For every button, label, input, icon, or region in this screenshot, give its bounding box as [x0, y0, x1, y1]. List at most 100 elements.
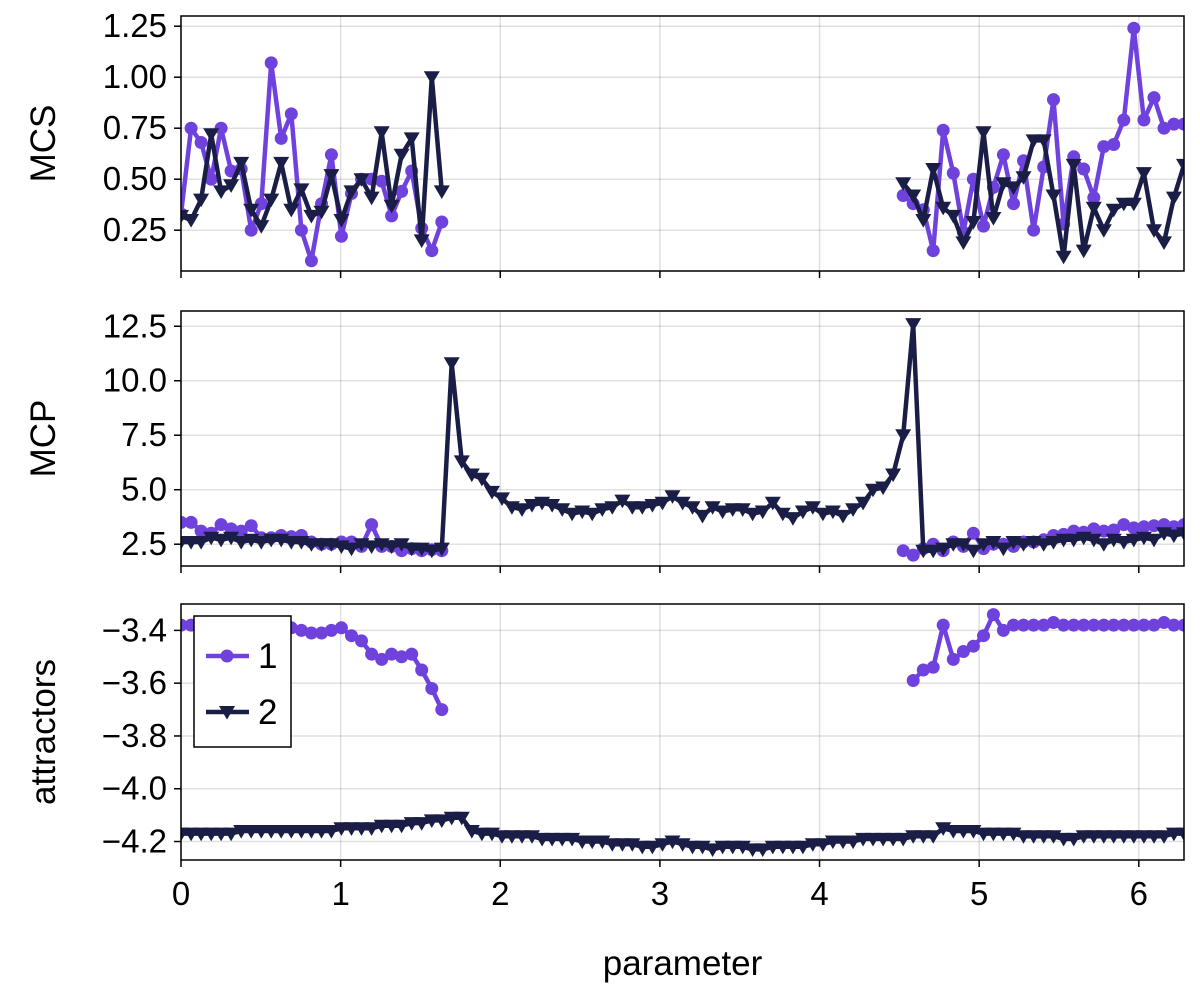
- series-2-point: [473, 827, 490, 842]
- series-2-point: [975, 538, 992, 552]
- series-2-point: [895, 429, 912, 443]
- series-2-point: [774, 840, 791, 855]
- y-axis-label: attractors: [24, 659, 63, 805]
- series-1-point: [315, 626, 328, 640]
- x-tick-label: 0: [172, 875, 190, 912]
- series-1-point: [355, 634, 368, 648]
- y-tick-label: 2.5: [121, 525, 167, 562]
- series-2-point: [1095, 224, 1112, 238]
- series-2-point: [213, 533, 230, 548]
- series-1-point: [896, 544, 910, 558]
- series-2-point: [484, 485, 500, 500]
- series-2-point: [654, 838, 671, 852]
- series-1-point: [375, 652, 389, 666]
- series-2-point: [814, 507, 831, 522]
- series-1-point: [304, 254, 318, 268]
- series-2-point: [744, 843, 761, 857]
- series-2-point: [183, 536, 200, 550]
- series-2-point: [363, 540, 380, 554]
- series-2-point: [714, 840, 731, 855]
- x-axis-label: parameter: [603, 944, 763, 983]
- series-1-point: [334, 229, 348, 243]
- series-1-point: [906, 548, 920, 562]
- series-1-point: [1177, 117, 1184, 131]
- series-2-point: [804, 838, 821, 852]
- series-1-point: [1007, 618, 1020, 632]
- y-tick-label: −3.6: [102, 664, 167, 701]
- series-1-point: [395, 650, 409, 664]
- series-2-point: [303, 538, 320, 552]
- series-2-point: [293, 825, 310, 839]
- y-axis-label: MCS: [24, 105, 63, 183]
- series-2-point: [303, 825, 320, 839]
- series-1-point: [1117, 113, 1131, 127]
- series-2-point: [1146, 224, 1162, 238]
- series-1-point: [977, 219, 990, 233]
- series-2-point: [614, 494, 631, 509]
- series-2-point: [975, 126, 992, 140]
- series-1-point: [264, 56, 278, 70]
- series-2-point: [403, 817, 420, 831]
- series-2-point: [1015, 171, 1032, 185]
- series-1-point: [194, 524, 208, 538]
- series-2-point: [1115, 536, 1132, 550]
- series-1-point: [1087, 191, 1101, 205]
- series-2-point: [774, 507, 791, 522]
- series-2-point: [764, 840, 781, 855]
- series-1-point: [395, 184, 409, 198]
- series-2-point: [654, 496, 671, 511]
- series-2-point: [1115, 197, 1132, 212]
- series-1-point: [1127, 521, 1141, 535]
- series-2-point: [433, 814, 450, 828]
- series-1-point: [184, 121, 198, 135]
- series-2-point: [684, 840, 701, 855]
- series-2-point: [744, 507, 761, 522]
- series-1-point: [996, 623, 1010, 637]
- series-1-point: [1097, 140, 1111, 154]
- series-2-point: [233, 536, 250, 550]
- series-1-point: [304, 626, 318, 640]
- series-1-point: [916, 663, 930, 677]
- series-2-point: [503, 830, 520, 844]
- series-2-point: [473, 472, 490, 487]
- series-1-point: [966, 639, 980, 653]
- series-2-point: [1025, 830, 1042, 844]
- panel-frame: [180, 310, 1185, 567]
- series-2-point: [855, 496, 872, 511]
- series-2-point: [1065, 533, 1082, 548]
- series-2-point: [584, 835, 601, 850]
- series-2-point: [1015, 830, 1032, 844]
- series-2-point: [1146, 533, 1162, 548]
- legend: 12: [193, 615, 292, 748]
- series-2-point: [494, 492, 510, 506]
- series-1-point: [1077, 618, 1091, 632]
- legend-frame: [193, 615, 292, 748]
- y-tick-label: 1.25: [103, 7, 167, 44]
- y-tick-label: 7.5: [121, 416, 167, 453]
- y-tick-label: 5.0: [121, 471, 167, 508]
- series-2-point: [1095, 538, 1112, 552]
- series-2-point: [754, 505, 771, 520]
- y-tick-label: 12.5: [103, 307, 167, 344]
- series-2-point: [413, 234, 430, 248]
- series-1-point: [435, 215, 449, 229]
- panel-2: 2.5 5.0 7.5 10.0 12.5 MCP: [24, 307, 1185, 573]
- series-2-point: [915, 214, 932, 228]
- y-tick-label: −4.2: [102, 823, 167, 860]
- series-2-point: [393, 819, 410, 834]
- series-2-point: [554, 503, 571, 517]
- series-2-line: [181, 321, 1184, 553]
- series-2-point: [213, 827, 230, 842]
- series-2-point: [383, 199, 400, 214]
- series-2-point: [905, 189, 922, 204]
- series-2-point: [1125, 197, 1142, 212]
- series-1-point: [294, 223, 308, 237]
- series-1-point: [1037, 618, 1051, 632]
- series-2-point: [1065, 832, 1082, 847]
- series-2-point: [684, 501, 701, 515]
- series-2-point: [343, 822, 360, 836]
- series-2-point: [1065, 158, 1082, 173]
- series-1-point: [345, 629, 358, 643]
- series-1-point: [926, 660, 940, 674]
